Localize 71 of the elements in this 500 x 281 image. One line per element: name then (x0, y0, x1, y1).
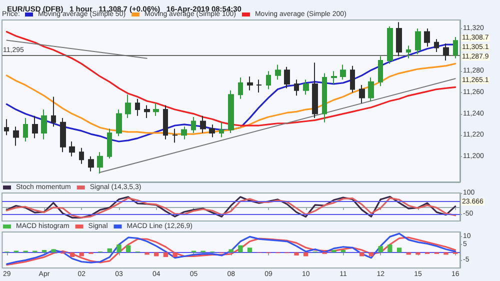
candlestick (453, 36, 458, 59)
bar (247, 248, 252, 252)
candlestick (443, 42, 449, 61)
bar (444, 252, 448, 255)
candlestick (88, 156, 94, 172)
candlestick (406, 45, 411, 59)
candlestick (303, 79, 309, 96)
candlestick (238, 77, 243, 100)
bar (360, 252, 364, 256)
candlestick (294, 79, 299, 96)
bar (107, 248, 112, 252)
line-series (6, 30, 456, 126)
bar (51, 249, 56, 252)
bar (238, 245, 243, 252)
candlestick (378, 56, 383, 87)
candlestick (228, 90, 234, 134)
candlestick (247, 76, 253, 91)
bar (163, 252, 168, 258)
candlestick (350, 65, 355, 93)
candlestick (153, 102, 159, 116)
candlestick (331, 70, 337, 84)
bar (378, 246, 383, 252)
bar (294, 252, 299, 256)
candlestick (284, 66, 290, 89)
candlestick (387, 26, 393, 64)
candlestick (209, 124, 215, 138)
candlestick (23, 118, 28, 142)
bar (126, 245, 131, 252)
candlestick (256, 79, 262, 93)
bar (116, 244, 122, 252)
candlestick (13, 126, 19, 146)
candlestick (4, 118, 9, 136)
candlestick (69, 141, 75, 157)
bar (144, 252, 150, 255)
candlestick (312, 62, 318, 119)
candlestick (41, 109, 47, 140)
candlestick (135, 98, 140, 116)
candlestick (79, 147, 84, 164)
bar (228, 249, 234, 252)
candlestick (116, 109, 122, 137)
bar (416, 252, 420, 255)
candlestick (266, 70, 271, 90)
candlestick (368, 77, 374, 102)
candlestick (434, 38, 439, 52)
candlestick (144, 104, 150, 119)
candlestick (424, 28, 430, 48)
bar (304, 252, 308, 256)
bar (172, 252, 178, 258)
candlestick (275, 64, 281, 80)
candlestick (340, 64, 346, 80)
candlestick (191, 116, 196, 134)
candlestick (163, 104, 168, 140)
line-series (6, 62, 456, 135)
candlestick (415, 28, 421, 55)
candlestick (51, 96, 56, 128)
bar (396, 248, 402, 252)
candlestick (322, 72, 327, 123)
candlestick (172, 128, 178, 144)
candlestick (181, 126, 187, 140)
candlestick (32, 115, 38, 139)
candlestick (219, 122, 224, 138)
candlestick (200, 115, 206, 134)
bar (388, 244, 392, 252)
candlestick (60, 118, 66, 153)
candlestick (125, 94, 131, 119)
bar (368, 252, 374, 256)
candlestick (359, 84, 365, 104)
candlestick (107, 128, 112, 160)
candlestick (396, 22, 402, 57)
candlestick (97, 152, 103, 174)
bar (70, 252, 75, 258)
